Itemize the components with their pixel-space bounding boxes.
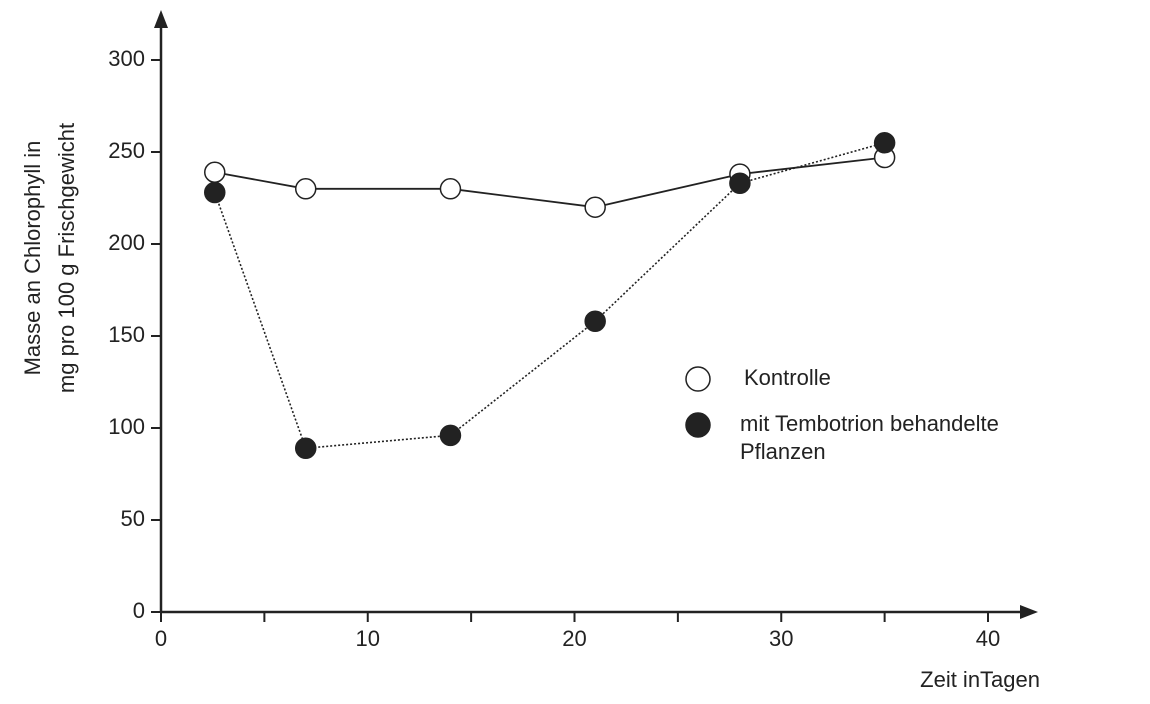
- data-point: [873, 132, 896, 154]
- series-line: [214, 142, 885, 450]
- x-axis-arrow: [1020, 605, 1038, 619]
- x-tick-label: 0: [155, 626, 167, 651]
- legend-marker: [685, 366, 711, 392]
- x-tick-label: 10: [356, 626, 380, 651]
- y-tick-label: 50: [121, 506, 145, 531]
- x-axis-label: Zeit inTagen: [920, 667, 1040, 692]
- y-tick-label: 200: [108, 230, 145, 255]
- legend-label-box: mit Tembotrion behandelte Pflanzen: [740, 411, 999, 464]
- y-tick-label: 250: [108, 138, 145, 163]
- data-point: [294, 178, 317, 200]
- y-tick-label: 150: [108, 322, 145, 347]
- y-axis-arrow: [154, 10, 168, 28]
- legend-label: mit Tembotrion behandelte Pflanzen: [740, 411, 999, 464]
- y-tick-label: 100: [108, 414, 145, 439]
- data-point: [439, 424, 462, 447]
- legend-label-box: Kontrolle: [744, 365, 831, 390]
- legend-marker: [685, 412, 711, 438]
- y-axis-label: Masse an Chlorophyll in mg pro 100 g Fri…: [20, 123, 79, 393]
- data-point: [584, 196, 606, 218]
- series-line: [214, 156, 885, 209]
- data-point: [439, 178, 462, 200]
- x-tick-label: 40: [976, 626, 1000, 651]
- data-point: [729, 172, 751, 195]
- y-axis-label-line: Masse an Chlorophyll in: [20, 141, 45, 376]
- y-tick-label: 300: [108, 46, 145, 71]
- y-tick-label: 0: [133, 598, 145, 623]
- x-tick-label: 30: [769, 626, 793, 651]
- y-axis-label-line: mg pro 100 g Frischgewicht: [54, 123, 79, 393]
- x-tick-label: 20: [562, 626, 586, 651]
- data-point: [294, 437, 317, 459]
- legend-label: Kontrolle: [744, 365, 831, 390]
- data-point: [584, 310, 606, 333]
- data-point: [204, 181, 226, 204]
- data-point: [204, 161, 226, 183]
